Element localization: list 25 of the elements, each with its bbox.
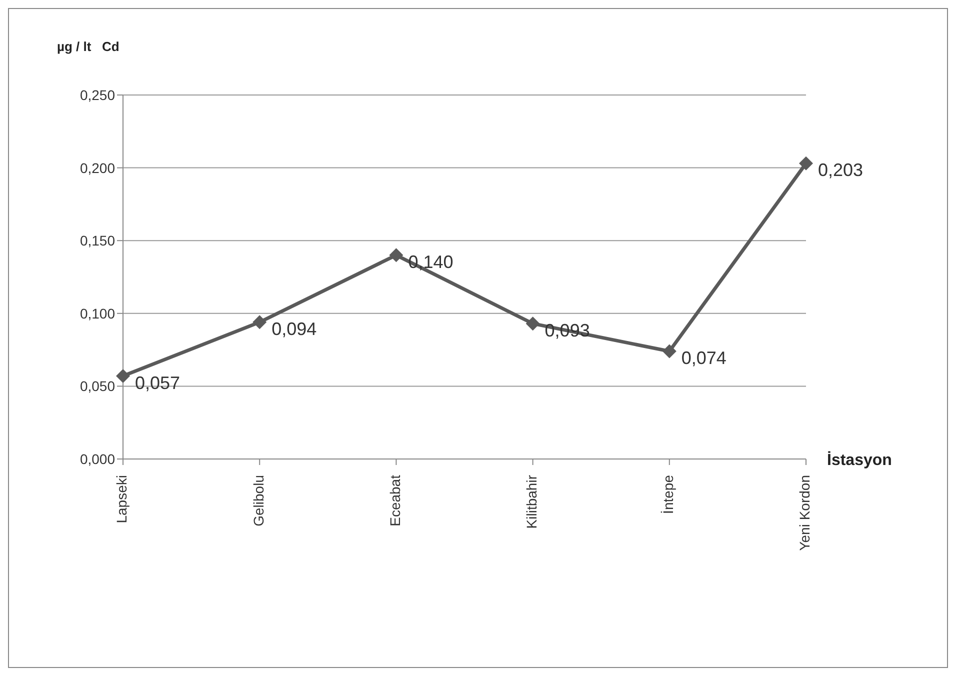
- data-label: 0,140: [408, 252, 454, 272]
- y-tick-label: 0,250: [80, 86, 116, 103]
- data-label: 0,094: [272, 318, 317, 339]
- y-tick-label: 0,050: [80, 378, 116, 394]
- x-tick-label: Kilitbahir: [524, 474, 540, 529]
- y-axis-title: µg / lt Cd: [57, 39, 120, 54]
- y-tick-label: 0,150: [80, 232, 116, 249]
- x-tick-label: İntepe: [660, 474, 676, 514]
- point: [526, 316, 540, 331]
- data-label: 0,057: [135, 372, 180, 393]
- x-tick-label: Gelibolu: [250, 475, 266, 526]
- point: [799, 156, 813, 170]
- y-tick-label: 0,100: [80, 305, 116, 322]
- point: [389, 248, 404, 262]
- point: [252, 315, 267, 330]
- x-tick-label: Yeni Kordon: [796, 475, 813, 551]
- x-tick-label: Eceabat: [386, 474, 403, 526]
- y-tick-label: 0,000: [80, 450, 116, 467]
- point: [662, 344, 676, 358]
- point: [116, 369, 130, 384]
- x-tick-label: Lapseki: [114, 475, 130, 524]
- data-label: 0,074: [681, 348, 726, 368]
- y-tick-label: 0,200: [80, 160, 116, 176]
- x-axis-title: İstasyon: [827, 451, 892, 469]
- data-label: 0,203: [818, 160, 864, 180]
